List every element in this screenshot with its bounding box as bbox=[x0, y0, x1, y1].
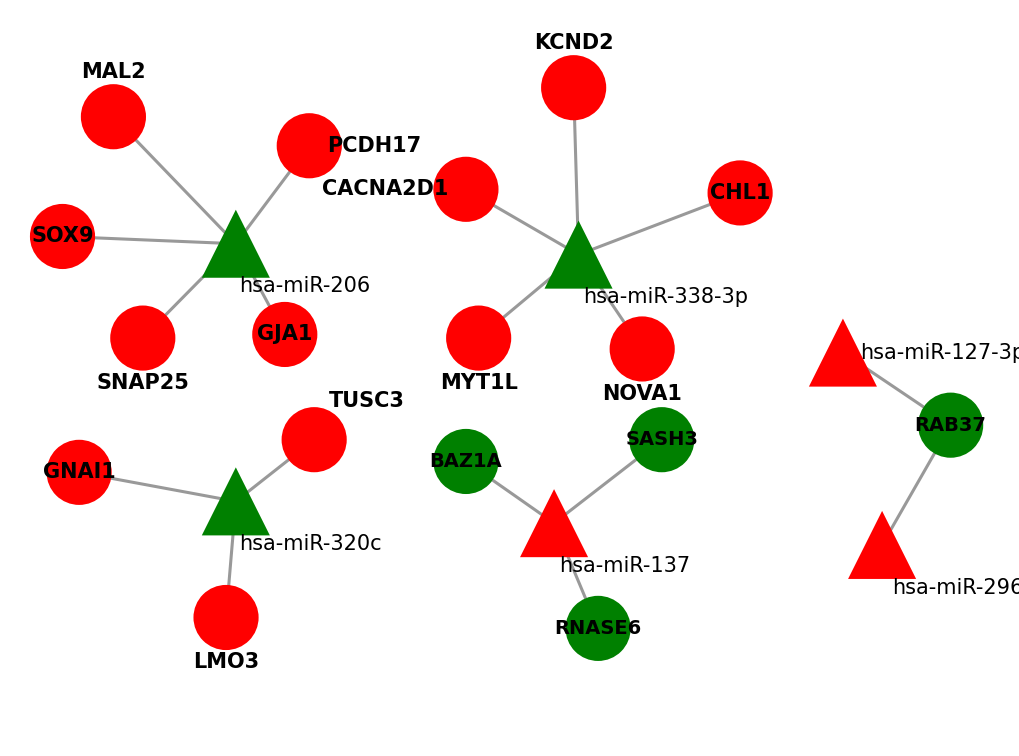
Point bbox=[470, 332, 486, 344]
Point bbox=[942, 419, 958, 431]
Point bbox=[306, 434, 322, 446]
Point bbox=[301, 140, 317, 152]
Text: GNAI1: GNAI1 bbox=[43, 463, 115, 482]
Point bbox=[227, 237, 244, 249]
Point bbox=[458, 455, 474, 467]
Point bbox=[458, 183, 474, 195]
Point bbox=[545, 517, 561, 529]
Point bbox=[653, 434, 669, 446]
Text: LMO3: LMO3 bbox=[193, 652, 259, 672]
Point bbox=[589, 622, 605, 634]
Point bbox=[218, 612, 234, 624]
Text: hsa-miR-296-5p: hsa-miR-296-5p bbox=[891, 578, 1019, 597]
Text: SNAP25: SNAP25 bbox=[96, 373, 190, 393]
Text: SOX9: SOX9 bbox=[32, 227, 94, 246]
Text: TUSC3: TUSC3 bbox=[328, 391, 405, 411]
Text: hsa-miR-127-3p: hsa-miR-127-3p bbox=[860, 342, 1019, 363]
Point bbox=[873, 539, 890, 551]
Text: hsa-miR-206: hsa-miR-206 bbox=[238, 277, 370, 296]
Text: CHL1: CHL1 bbox=[709, 183, 769, 203]
Point bbox=[227, 495, 244, 507]
Text: MAL2: MAL2 bbox=[82, 62, 146, 82]
Point bbox=[54, 231, 70, 243]
Text: RNASE6: RNASE6 bbox=[554, 619, 641, 638]
Point bbox=[105, 110, 121, 122]
Text: GJA1: GJA1 bbox=[257, 324, 312, 345]
Text: KCND2: KCND2 bbox=[533, 33, 612, 53]
Point bbox=[834, 346, 850, 358]
Point bbox=[732, 187, 748, 199]
Text: CACNA2D1: CACNA2D1 bbox=[322, 179, 448, 200]
Point bbox=[276, 328, 292, 340]
Text: hsa-miR-137: hsa-miR-137 bbox=[558, 556, 690, 576]
Text: hsa-miR-338-3p: hsa-miR-338-3p bbox=[583, 287, 748, 307]
Text: BAZ1A: BAZ1A bbox=[429, 452, 501, 471]
Point bbox=[565, 82, 581, 94]
Point bbox=[135, 332, 151, 344]
Text: NOVA1: NOVA1 bbox=[601, 384, 682, 404]
Text: RAB37: RAB37 bbox=[914, 416, 985, 435]
Text: MYT1L: MYT1L bbox=[439, 373, 517, 393]
Text: SASH3: SASH3 bbox=[625, 430, 698, 449]
Text: PCDH17: PCDH17 bbox=[326, 136, 421, 156]
Point bbox=[71, 466, 88, 479]
Text: hsa-miR-320c: hsa-miR-320c bbox=[238, 534, 381, 554]
Point bbox=[570, 249, 586, 261]
Point bbox=[634, 343, 650, 355]
